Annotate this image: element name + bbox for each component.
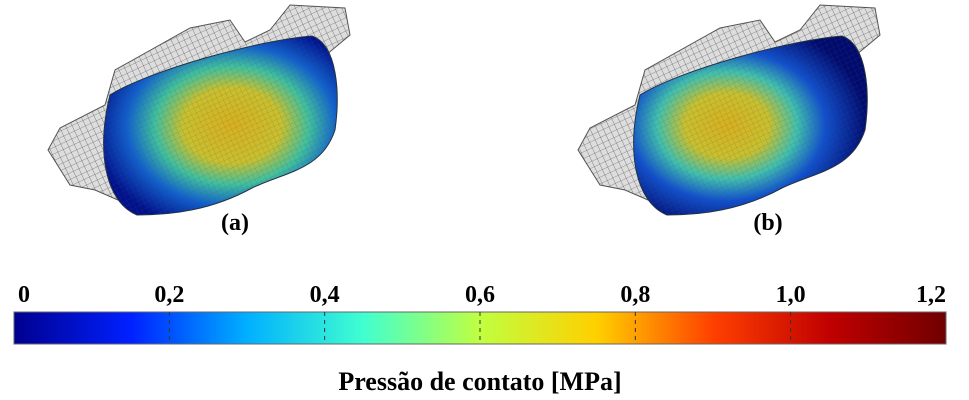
- brake-pad-b: [578, 5, 880, 215]
- tick-label: 0,2: [154, 282, 184, 308]
- tick-label: 0,4: [310, 282, 340, 308]
- tick-label: 0,8: [620, 282, 650, 308]
- colorbar-title: Pressão de contato [MPa]: [338, 367, 621, 395]
- tick-label: 1,0: [776, 282, 806, 308]
- tick-label: 1,2: [916, 282, 946, 308]
- tick-label: 0,6: [465, 282, 495, 308]
- tick-label: 0: [18, 282, 30, 308]
- brake-pad-a: [48, 5, 350, 215]
- figure: (a) (b) Pressão de contato [MPa] 0 0,2 0,4…: [0, 0, 969, 395]
- panel-label: (a): [221, 210, 249, 236]
- panel-label: (b): [753, 210, 782, 236]
